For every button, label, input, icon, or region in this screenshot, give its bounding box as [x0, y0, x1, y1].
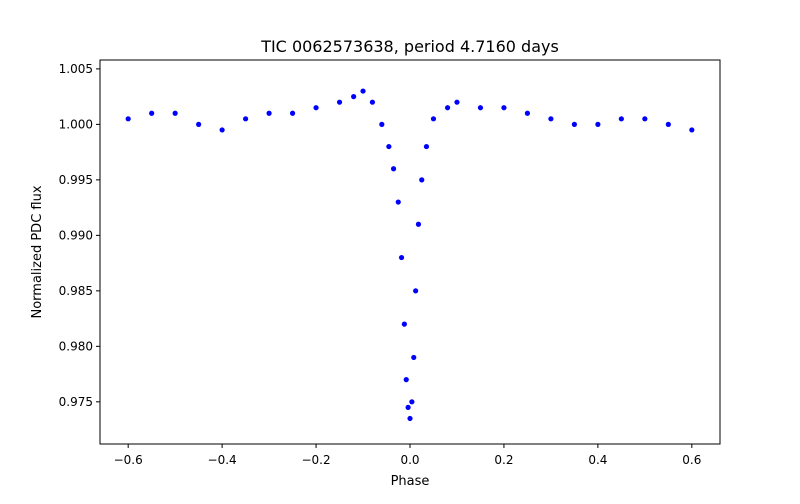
data-point: [369, 99, 376, 105]
data-point: [386, 143, 392, 150]
data-point: [423, 143, 430, 150]
data-point: [336, 99, 343, 105]
x-tick-label: 0.0: [400, 453, 419, 467]
data-point: [501, 105, 507, 111]
y-tick-label: 0.990: [59, 228, 93, 242]
data-point: [595, 121, 601, 127]
data-point: [444, 105, 451, 111]
data-point: [419, 177, 425, 183]
data-point: [403, 377, 409, 383]
data-point: [430, 116, 437, 122]
data-points: [125, 88, 695, 422]
data-point: [125, 116, 131, 122]
y-tick-label: 1.005: [59, 62, 93, 76]
data-point: [243, 116, 249, 122]
data-point: [415, 221, 422, 227]
y-tick-label: 0.995: [59, 173, 93, 187]
x-axis-label: Phase: [391, 474, 430, 489]
data-point: [477, 105, 484, 111]
chart-title: TIC 0062573638, period 4.7160 days: [260, 37, 559, 56]
data-point: [411, 354, 417, 361]
data-point: [398, 254, 405, 261]
data-point: [571, 121, 577, 127]
data-point: [266, 110, 272, 116]
data-point: [665, 121, 671, 127]
y-tick-label: 0.980: [59, 339, 93, 353]
data-point: [689, 127, 695, 133]
data-point: [219, 127, 225, 133]
data-point: [454, 99, 460, 105]
data-point: [289, 110, 296, 116]
y-axis-label: Normalized PDC flux: [30, 185, 45, 318]
x-tick-label: 0.2: [494, 453, 513, 467]
y-tick-label: 0.975: [59, 395, 93, 409]
y-tick-label: 0.985: [59, 284, 93, 298]
x-tick-label: −0.2: [301, 453, 330, 467]
x-tick-label: −0.4: [208, 453, 237, 467]
x-tick-label: 0.6: [682, 453, 701, 467]
x-axis: −0.6 −0.4 −0.2 0.0 0.2 0.4 0.6: [114, 444, 701, 467]
data-point: [642, 116, 648, 122]
data-point: [413, 288, 419, 294]
y-axis: 0.975 0.980 0.985 0.990 0.995 1.000 1.005: [59, 62, 100, 409]
data-point: [401, 321, 407, 327]
data-point: [548, 116, 554, 122]
data-point: [351, 94, 357, 100]
data-point: [313, 105, 319, 111]
data-point: [379, 121, 385, 127]
data-point: [149, 110, 155, 116]
x-tick-label: −0.6: [114, 453, 143, 467]
data-point: [407, 415, 413, 422]
x-tick-label: 0.4: [588, 453, 607, 467]
data-point: [409, 399, 415, 405]
data-point: [395, 199, 401, 205]
data-point: [618, 116, 624, 122]
data-point: [405, 404, 411, 410]
data-point: [390, 166, 397, 172]
data-point: [524, 110, 531, 116]
data-point: [196, 121, 202, 127]
data-point: [172, 110, 178, 116]
y-tick-label: 1.000: [59, 117, 93, 131]
plot-frame: [99, 59, 721, 445]
data-point: [360, 88, 366, 94]
